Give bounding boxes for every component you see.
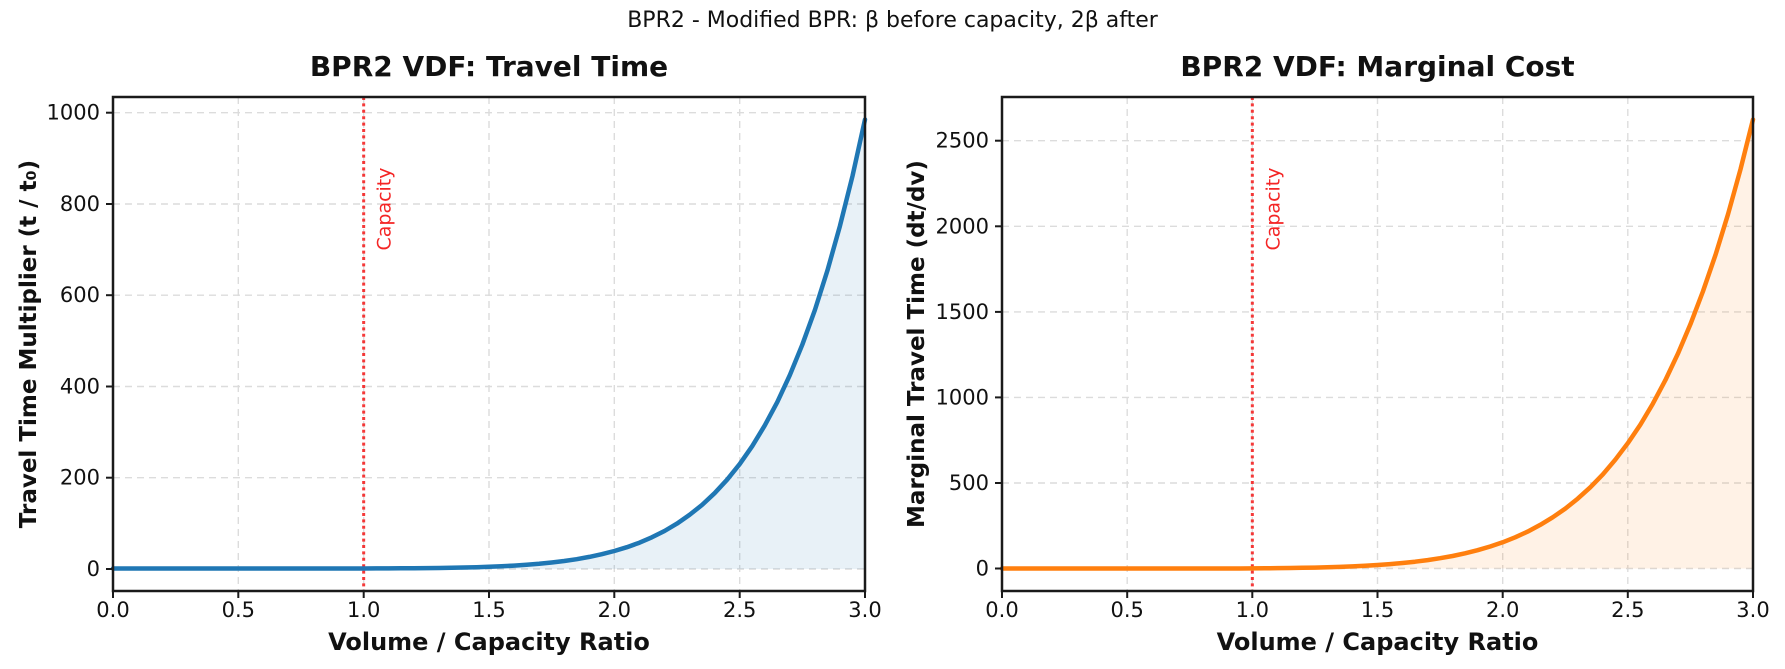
x-tick-label: 3.0 (848, 598, 881, 622)
marginal-cost-plot: Capacity 0.0 0.5 1.0 1.5 2.0 2.5 3.0 0 500 1000 150… (936, 95, 1770, 622)
capacity-label: Capacity (1262, 167, 1284, 250)
x-tick-label: 1.0 (1236, 598, 1269, 622)
x-tick-label: 0.0 (985, 598, 1018, 622)
y-tick-label: 600 (60, 283, 100, 307)
travel-time-x-axis-label: Volume / Capacity Ratio (328, 628, 650, 656)
y-tick-label: 1000 (936, 385, 989, 409)
x-tick-label: 3.0 (1736, 598, 1769, 622)
marginal-cost-fill-area (1002, 119, 1753, 569)
marginal-cost-y-axis-label: Marginal Travel Time (dt/dv) (904, 160, 930, 528)
marginal-cost-curve (999, 117, 1756, 571)
x-tick-label: 0.5 (222, 598, 255, 622)
marginal-cost-title: BPR2 VDF: Marginal Cost (1180, 50, 1575, 83)
travel-time-fill-area (113, 119, 865, 569)
travel-time-y-axis-label: Travel Time Multiplier (t / t₀) (16, 159, 42, 529)
y-tick-label: 500 (949, 471, 989, 495)
y-tick-label: 200 (60, 466, 100, 490)
figure-suptitle: BPR2 - Modified BPR: β before capacity, … (627, 8, 1158, 33)
y-tick-label: 1000 (47, 101, 100, 125)
x-tick-label: 0.0 (96, 598, 129, 622)
x-tick-label: 1.5 (1361, 598, 1394, 622)
marginal-cost-x-axis-label: Volume / Capacity Ratio (1216, 628, 1539, 656)
y-tick-label: 800 (60, 192, 100, 216)
y-tick-label: 2500 (936, 129, 989, 153)
y-tick-label: 0 (976, 557, 989, 581)
travel-time-title: BPR2 VDF: Travel Time (309, 50, 669, 83)
y-tick-label: 1500 (936, 300, 989, 324)
x-tick-label: 2.5 (723, 598, 756, 622)
x-tick-label: 2.0 (598, 598, 631, 622)
y-tick-label: 400 (60, 375, 100, 399)
y-tick-label: 2000 (936, 214, 989, 238)
y-tick-label: 0 (87, 557, 100, 581)
x-tick-label: 2.0 (1486, 598, 1519, 622)
capacity-label: Capacity (374, 167, 396, 250)
travel-time-plot: Capacity 0.0 0.5 1.0 1.5 2.0 2.5 3.0 0 200 400 600 8… (47, 95, 882, 622)
travel-time-curve (110, 117, 868, 571)
x-tick-label: 2.5 (1611, 598, 1644, 622)
x-tick-label: 0.5 (1110, 598, 1143, 622)
x-tick-label: 1.0 (347, 598, 380, 622)
x-tick-label: 1.5 (472, 598, 505, 622)
